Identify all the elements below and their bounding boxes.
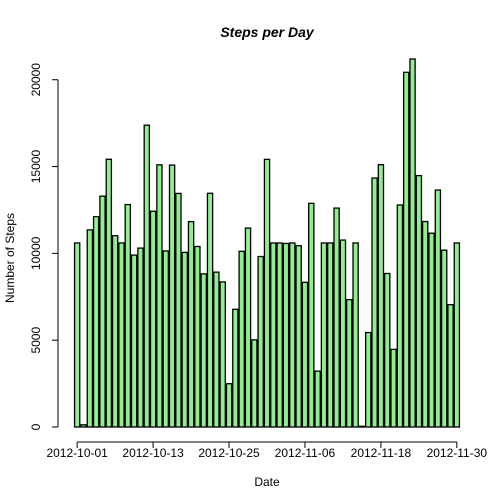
bar-2012-10-17 <box>175 192 182 428</box>
bar-2012-11-13 <box>346 298 353 428</box>
bar-2012-10-07 <box>111 235 119 428</box>
bar-2012-10-11 <box>137 247 144 428</box>
bar-series <box>73 58 461 428</box>
chart-title: Steps per Day <box>220 24 315 40</box>
bar-2012-10-05 <box>99 195 106 428</box>
bar-2012-11-29 <box>447 303 454 428</box>
bar-2012-11-08 <box>314 370 321 428</box>
bar-2012-11-16 <box>364 331 372 428</box>
y-axis: 0 5000 10000 15000 20000 <box>29 63 59 430</box>
x-tick-label-2012-10-13: 2012-10-13 <box>122 446 184 460</box>
bar-2012-10-28 <box>244 227 252 428</box>
bar-2012-10-01 <box>73 242 81 428</box>
bar-2012-10-09 <box>124 203 132 428</box>
x-tick-label-2012-10-25: 2012-10-25 <box>198 446 260 460</box>
y-tick-label-5000: 5000 <box>29 327 43 354</box>
bar-2012-10-23 <box>213 271 220 428</box>
bar-2012-11-28 <box>440 249 448 428</box>
bar-2012-10-03 <box>86 229 94 428</box>
bar-2012-11-26 <box>428 232 435 428</box>
bar-2012-11-05 <box>295 245 302 428</box>
bar-2012-10-08 <box>118 242 125 428</box>
bar-2012-11-12 <box>339 239 347 428</box>
bar-2012-10-02 <box>80 424 87 428</box>
x-tick-label-2012-11-06: 2012-11-06 <box>275 446 336 460</box>
bar-2012-11-19 <box>383 272 391 428</box>
bar-2012-11-15 <box>358 425 366 428</box>
bar-2012-10-25 <box>225 383 233 428</box>
bar-2012-11-14 <box>352 242 359 428</box>
x-tick-label-2012-10-01: 2012-10-01 <box>46 446 108 460</box>
bar-2012-10-16 <box>168 164 176 428</box>
bar-2012-11-09 <box>320 242 328 428</box>
bar-2012-11-04 <box>289 242 296 428</box>
bar-2012-10-26 <box>232 308 239 428</box>
bar-2012-10-31 <box>263 158 271 428</box>
bar-2012-11-03 <box>282 242 290 428</box>
y-tick-label-0: 0 <box>29 423 43 430</box>
bar-2012-10-18 <box>181 251 188 428</box>
y-tick-label-10000: 10000 <box>29 236 43 270</box>
bar-2012-10-24 <box>219 281 226 428</box>
bar-2012-10-27 <box>238 250 245 428</box>
bar-2012-11-17 <box>371 177 378 428</box>
bar-2012-11-27 <box>434 189 442 428</box>
bar-2012-11-23 <box>409 58 416 428</box>
bar-2012-10-21 <box>200 273 207 428</box>
x-axis: 2012-10-01 2012-10-13 2012-10-25 2012-11-06… <box>46 441 488 460</box>
bar-2012-10-22 <box>206 192 214 428</box>
bar-2012-10-29 <box>251 339 258 428</box>
bar-2012-11-22 <box>402 71 410 428</box>
bar-2012-11-11 <box>333 207 340 428</box>
bar-2012-10-19 <box>187 220 195 428</box>
bar-2012-11-01 <box>270 242 277 428</box>
bar-2012-11-18 <box>377 163 385 428</box>
bar-2012-10-14 <box>156 164 163 428</box>
bar-2012-10-13 <box>149 210 157 428</box>
bar-2012-10-06 <box>105 158 113 428</box>
y-axis-label: Number of Steps <box>3 213 17 303</box>
bar-2012-11-07 <box>308 202 315 428</box>
bar-2012-10-20 <box>194 245 201 428</box>
bar-2012-11-21 <box>396 204 404 428</box>
bar-2012-11-10 <box>327 242 334 428</box>
bar-2012-11-25 <box>421 220 429 428</box>
bar-2012-11-30 <box>453 242 461 428</box>
x-axis-label: Date <box>254 475 280 489</box>
bar-2012-10-30 <box>257 255 264 428</box>
bar-2012-10-15 <box>162 250 170 428</box>
x-tick-label-2012-11-18: 2012-11-18 <box>351 446 412 460</box>
bar-2012-11-02 <box>276 242 283 428</box>
bar-2012-11-06 <box>301 281 309 428</box>
y-tick-label-20000: 20000 <box>29 63 43 97</box>
x-tick-label-2012-11-30: 2012-11-30 <box>427 446 488 460</box>
bar-2012-11-20 <box>390 348 397 428</box>
bar-2012-10-04 <box>92 215 100 428</box>
bar-2012-10-10 <box>130 254 138 428</box>
bar-2012-10-12 <box>143 124 151 428</box>
bar-2012-11-24 <box>415 174 423 428</box>
y-tick-label-15000: 15000 <box>29 150 43 184</box>
